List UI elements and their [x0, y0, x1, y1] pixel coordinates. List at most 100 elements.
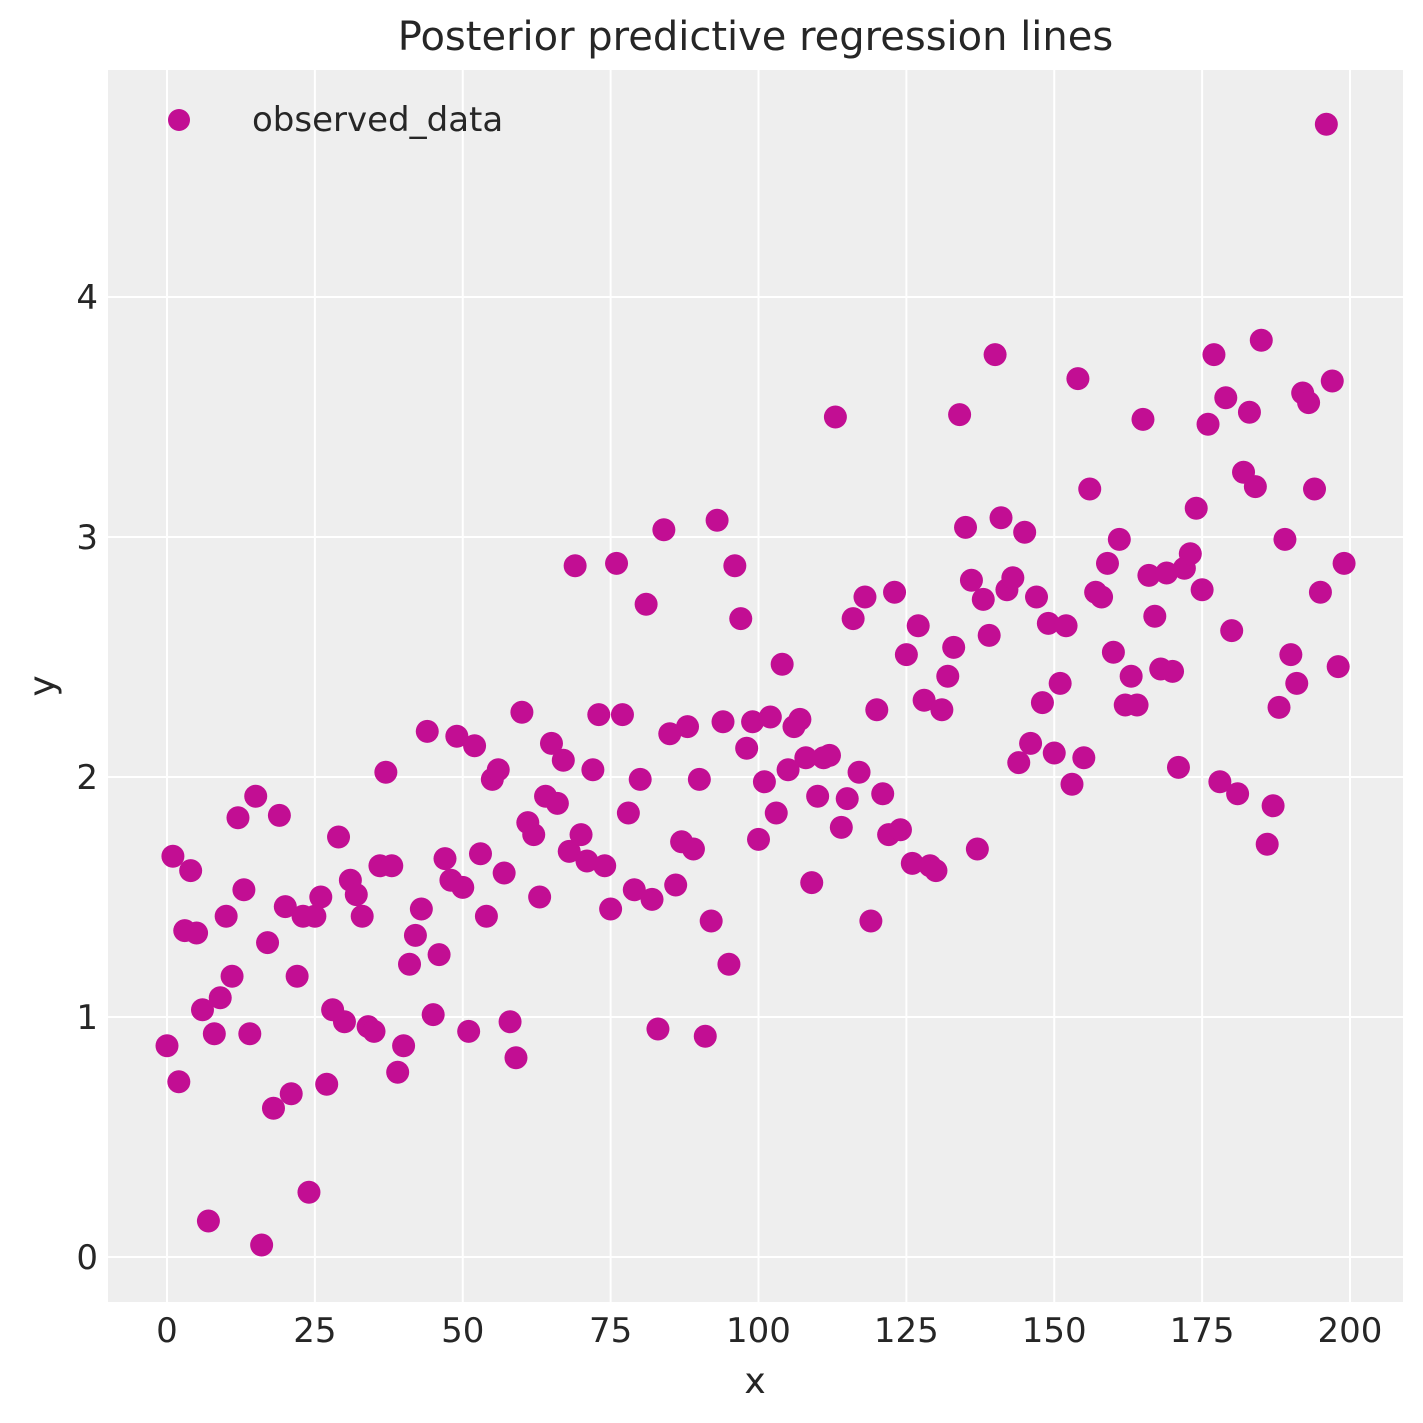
- data-point: [155, 1034, 179, 1058]
- chart-title: Posterior predictive regression lines: [397, 14, 1114, 60]
- data-point: [1297, 391, 1321, 415]
- data-point: [747, 827, 770, 851]
- data-point: [1095, 551, 1119, 575]
- data-point: [498, 1010, 522, 1034]
- data-point: [1166, 755, 1190, 779]
- data-point: [758, 705, 782, 729]
- data-point: [285, 964, 309, 988]
- data-point: [1279, 643, 1303, 667]
- data-point: [776, 758, 800, 782]
- data-point: [752, 770, 776, 794]
- data-point: [1036, 611, 1060, 635]
- data-point: [463, 734, 487, 758]
- data-point: [451, 875, 475, 899]
- data-point: [965, 837, 989, 861]
- data-point: [948, 403, 972, 427]
- data-point: [510, 700, 534, 724]
- data-point: [977, 623, 1001, 647]
- data-point: [806, 784, 830, 808]
- data-point: [800, 871, 824, 895]
- data-point: [344, 883, 368, 907]
- data-point: [883, 580, 907, 604]
- data-point: [226, 806, 250, 830]
- data-point: [817, 743, 841, 767]
- data-point: [1184, 496, 1208, 520]
- y-tick-label: 3: [76, 518, 98, 558]
- data-point: [930, 698, 954, 722]
- data-point: [859, 909, 883, 933]
- data-point: [202, 1022, 226, 1046]
- data-point: [847, 760, 871, 784]
- data-point: [161, 844, 185, 868]
- data-point: [528, 885, 552, 909]
- data-point: [894, 643, 918, 667]
- data-point: [1208, 770, 1232, 794]
- data-point: [179, 859, 203, 883]
- data-point: [244, 784, 268, 808]
- data-point: [599, 897, 623, 921]
- data-point: [971, 587, 995, 611]
- data-point: [551, 748, 575, 772]
- data-point: [1202, 343, 1226, 367]
- data-point: [888, 818, 912, 842]
- x-tick-label: 175: [1170, 1311, 1235, 1351]
- data-point: [433, 847, 457, 871]
- data-point: [959, 568, 983, 592]
- x-tick-label: 25: [293, 1311, 336, 1351]
- data-point: [823, 405, 847, 429]
- data-point: [386, 1060, 410, 1084]
- y-tick-label: 2: [76, 758, 98, 798]
- data-point: [327, 825, 351, 849]
- data-point: [610, 703, 634, 727]
- data-point: [1214, 386, 1238, 410]
- legend: observed_data: [168, 100, 503, 140]
- data-point: [906, 614, 930, 638]
- data-point: [942, 635, 966, 659]
- data-point: [634, 592, 658, 616]
- data-point: [587, 703, 611, 727]
- x-tick-label: 0: [156, 1311, 178, 1351]
- data-point: [380, 854, 404, 878]
- data-point: [486, 758, 510, 782]
- data-point: [616, 801, 640, 825]
- data-point: [167, 1070, 191, 1094]
- data-point: [267, 803, 291, 827]
- data-point: [652, 518, 676, 542]
- data-point: [1131, 407, 1155, 431]
- data-point: [628, 767, 652, 791]
- data-point: [421, 1003, 445, 1027]
- data-point: [989, 506, 1013, 530]
- data-point: [250, 1233, 274, 1257]
- data-point: [220, 964, 244, 988]
- x-axis-label: x: [744, 1361, 765, 1402]
- data-point: [445, 724, 469, 748]
- data-point: [788, 707, 812, 731]
- data-point: [622, 878, 646, 902]
- data-point: [664, 873, 688, 897]
- data-point: [605, 551, 629, 575]
- data-point: [1155, 561, 1179, 585]
- y-tick-label: 4: [76, 278, 98, 318]
- data-point: [1066, 367, 1090, 391]
- data-point: [699, 909, 723, 933]
- data-point: [723, 554, 747, 578]
- data-point: [829, 815, 853, 839]
- data-point: [1048, 671, 1072, 695]
- data-point: [841, 607, 865, 631]
- x-tick-label: 125: [874, 1311, 939, 1351]
- data-point: [1320, 369, 1344, 393]
- data-point: [557, 839, 581, 863]
- data-point: [1273, 527, 1297, 551]
- x-tick-label: 200: [1318, 1311, 1383, 1351]
- x-tick-label: 150: [1022, 1311, 1087, 1351]
- data-point: [711, 710, 735, 734]
- data-point: [309, 885, 333, 909]
- data-point: [427, 943, 451, 967]
- data-point: [1107, 527, 1131, 551]
- data-point: [1220, 619, 1244, 643]
- y-tick-label: 1: [76, 998, 98, 1038]
- data-point: [297, 1180, 321, 1204]
- data-point: [1078, 477, 1102, 501]
- data-point: [261, 1096, 285, 1120]
